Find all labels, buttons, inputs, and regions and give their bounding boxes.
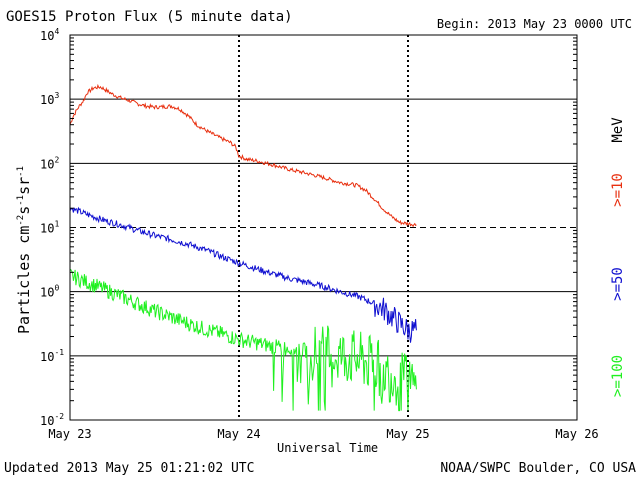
x-tick-label: May 25 [386,427,429,441]
y-tick-exponent: 1 [54,220,59,229]
y-tick-base: 10 [40,286,54,300]
plot-frame [69,34,578,421]
legend-e100: >=100 [610,354,626,398]
series-lines [69,83,417,412]
legend-e50: >=50 [610,267,626,301]
y-tick-label: 103 [40,91,59,107]
series-line-3 [69,268,417,412]
y-tick-exponent: 3 [54,91,59,100]
y-tick-base: 10 [40,29,54,43]
y-tick-exponent: 4 [54,27,59,36]
legend-e10: >=10 [610,173,626,207]
y-tick-label: 10-1 [40,348,64,364]
y-tick-label: 10-2 [40,412,64,428]
credit-text: NOAA/SWPC Boulder, CO USA [440,461,636,476]
y-tick-base: 10 [40,93,54,107]
y-tick-exponent: -2 [54,412,64,421]
y-tick-label: 104 [40,27,59,43]
y-tick-exponent: 0 [54,284,59,293]
y-tick-base: 10 [40,414,54,428]
unit-label: MeV [610,117,626,143]
x-axis-label: Universal Time [277,441,379,455]
y-tick-label: 102 [40,155,59,171]
series-line-2 [69,206,417,343]
series-line-1 [69,83,417,228]
updated-timestamp: Updated 2013 May 25 01:21:02 UTC [4,461,255,476]
x-tick-label: May 26 [555,427,598,441]
begin-time: Begin: 2013 May 23 0000 UTC [436,17,632,31]
y-tick-base: 10 [40,350,54,364]
y-tick-label: 100 [40,284,59,300]
x-tick-label: May 24 [217,427,260,441]
y-tick-exponent: 2 [54,155,59,164]
y-tick-exponent: -1 [54,348,64,357]
y-tick-label: 101 [40,220,59,236]
plot-border [69,34,578,421]
y-tick-base: 10 [40,222,54,236]
chart-title: GOES15 Proton Flux (5 minute data) [6,9,293,25]
y-tick-base: 10 [40,157,54,171]
x-tick-label: May 23 [48,427,91,441]
